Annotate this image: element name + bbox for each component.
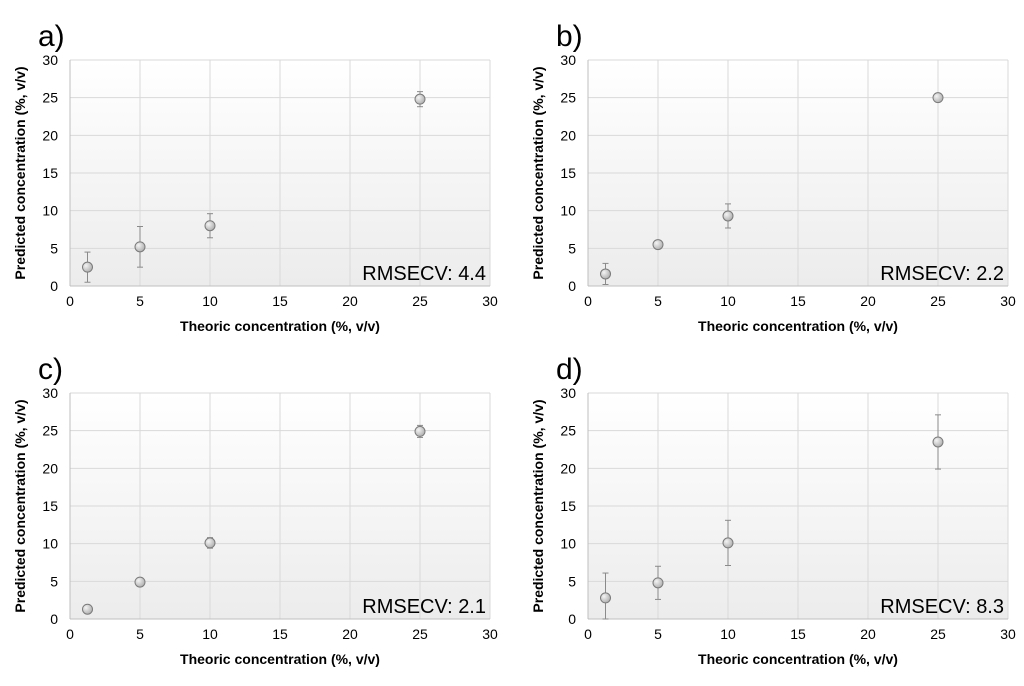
y-tick-label: 15	[42, 165, 58, 181]
y-tick-label: 20	[42, 127, 58, 143]
x-tick-label: 15	[272, 626, 288, 642]
x-axis-label: Theoric concentration (%, v/v)	[180, 651, 380, 667]
y-tick-label: 15	[560, 498, 576, 514]
data-point	[82, 603, 93, 615]
y-tick-label: 10	[560, 203, 576, 219]
chart-panel-1: 0 5 10 15 20 25 30 0 5 10 15 20 25 30 Theoric concentr…	[12, 20, 498, 334]
y-tick-label: 0	[50, 611, 58, 627]
y-axis-label: Predicted concentration (%, v/v)	[530, 399, 546, 612]
y-tick-label: 25	[560, 90, 576, 106]
y-tick-label: 20	[42, 460, 58, 476]
y-tick-label: 30	[560, 385, 576, 401]
y-tick-label: 10	[560, 536, 576, 552]
rmsecv-annotation: RMSECV: 2.2	[880, 263, 1004, 285]
x-tick-label: 0	[66, 293, 74, 309]
chart-panel-3: 0 5 10 15 20 25 30 0 5 10 15 20 25 30 Theoric concentr…	[12, 353, 498, 667]
y-tick-label: 30	[560, 52, 576, 68]
y-tick-label: 30	[42, 385, 58, 401]
panel-label: c)	[38, 353, 63, 386]
y-tick-label: 25	[560, 423, 576, 439]
chart-panel-4: 0 5 10 15 20 25 30 0 5 10 15 20 25 30 Theoric concentr…	[530, 353, 1016, 667]
data-point	[932, 92, 944, 104]
x-tick-label: 25	[930, 293, 946, 309]
x-tick-label: 20	[342, 626, 358, 642]
rmsecv-annotation: RMSECV: 4.4	[362, 263, 486, 285]
data-point	[204, 537, 216, 549]
data-point	[932, 436, 944, 448]
y-axis-label: Predicted concentration (%, v/v)	[12, 66, 28, 279]
y-tick-label: 20	[560, 460, 576, 476]
x-tick-label: 20	[342, 293, 358, 309]
x-axis-label: Theoric concentration (%, v/v)	[698, 318, 898, 334]
x-tick-label: 30	[482, 626, 498, 642]
data-point	[722, 537, 734, 549]
x-tick-label: 0	[584, 626, 592, 642]
y-tick-label: 15	[42, 498, 58, 514]
y-tick-label: 5	[50, 240, 58, 256]
data-point	[82, 261, 93, 273]
x-tick-label: 5	[136, 626, 144, 642]
y-tick-label: 0	[568, 278, 576, 294]
y-tick-label: 25	[42, 423, 58, 439]
data-point	[414, 93, 426, 105]
x-tick-label: 25	[412, 293, 428, 309]
x-tick-label: 10	[720, 626, 736, 642]
chart-panel-2: 0 5 10 15 20 25 30 0 5 10 15 20 25 30 Theoric concentr…	[530, 20, 1016, 334]
y-tick-label: 5	[568, 573, 576, 589]
x-tick-label: 5	[654, 293, 662, 309]
data-point	[134, 576, 146, 588]
x-tick-label: 30	[482, 293, 498, 309]
data-point	[722, 210, 734, 222]
data-point	[600, 268, 611, 280]
y-tick-label: 30	[42, 52, 58, 68]
x-tick-label: 15	[272, 293, 288, 309]
y-tick-label: 15	[560, 165, 576, 181]
x-tick-label: 20	[860, 626, 876, 642]
x-tick-label: 0	[584, 293, 592, 309]
x-tick-label: 30	[1000, 293, 1016, 309]
rmsecv-annotation: RMSECV: 2.1	[362, 596, 486, 618]
x-axis-label: Theoric concentration (%, v/v)	[698, 651, 898, 667]
x-tick-label: 10	[202, 626, 218, 642]
y-tick-label: 5	[50, 573, 58, 589]
data-point	[414, 425, 426, 437]
rmsecv-annotation: RMSECV: 8.3	[880, 596, 1004, 618]
x-tick-label: 5	[654, 626, 662, 642]
x-tick-label: 15	[790, 293, 806, 309]
panel-label: b)	[556, 20, 583, 53]
panel-label: d)	[556, 353, 583, 386]
y-tick-label: 5	[568, 240, 576, 256]
y-axis-label: Predicted concentration (%, v/v)	[530, 66, 546, 279]
panel-label: a)	[38, 20, 65, 53]
data-point	[204, 220, 216, 232]
x-tick-label: 0	[66, 626, 74, 642]
x-tick-label: 10	[202, 293, 218, 309]
x-tick-label: 25	[412, 626, 428, 642]
x-tick-label: 10	[720, 293, 736, 309]
data-point	[600, 592, 611, 604]
y-tick-label: 0	[50, 278, 58, 294]
y-axis-label: Predicted concentration (%, v/v)	[12, 399, 28, 612]
y-tick-label: 0	[568, 611, 576, 627]
data-point	[134, 241, 146, 253]
x-tick-label: 25	[930, 626, 946, 642]
data-point	[652, 239, 664, 251]
y-tick-label: 25	[42, 90, 58, 106]
x-axis-label: Theoric concentration (%, v/v)	[180, 318, 380, 334]
x-tick-label: 30	[1000, 626, 1016, 642]
y-tick-label: 10	[42, 536, 58, 552]
data-point	[652, 577, 664, 589]
y-tick-label: 20	[560, 127, 576, 143]
x-tick-label: 15	[790, 626, 806, 642]
x-tick-label: 20	[860, 293, 876, 309]
y-tick-label: 10	[42, 203, 58, 219]
x-tick-label: 5	[136, 293, 144, 309]
